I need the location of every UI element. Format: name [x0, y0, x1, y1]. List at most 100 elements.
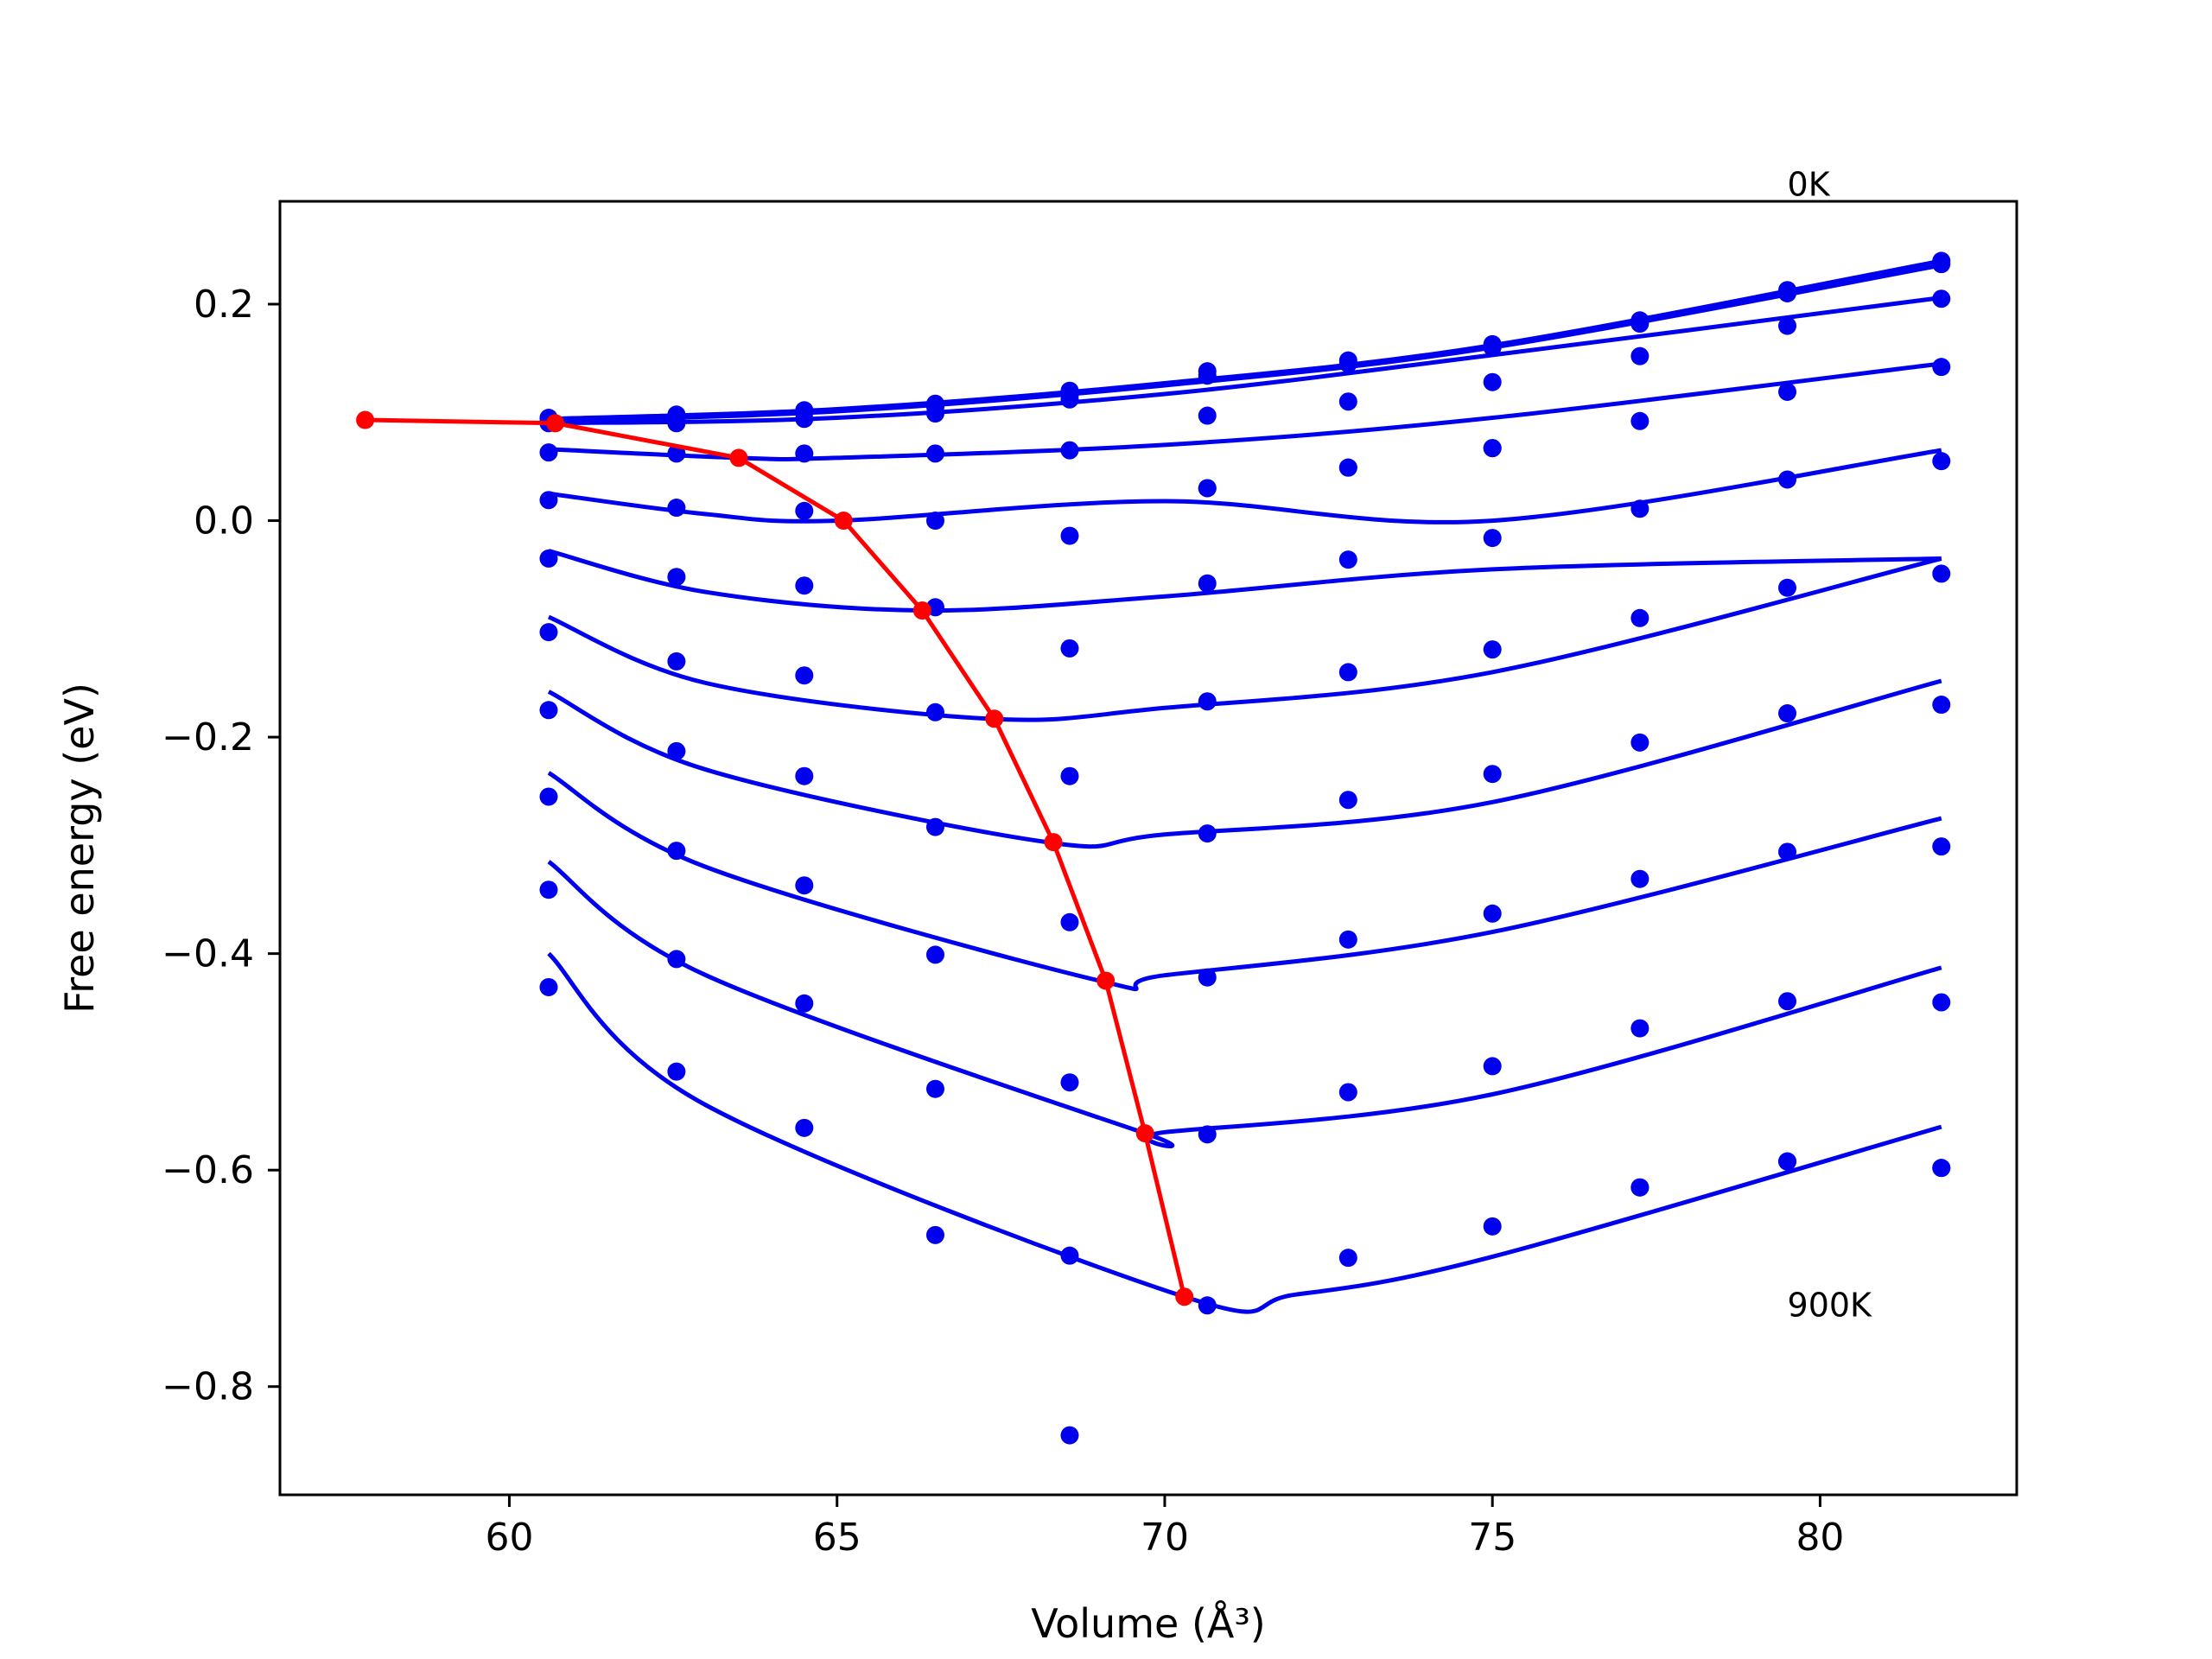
minimum-point	[985, 709, 1004, 728]
fit-curve-10	[547, 951, 1942, 1314]
data-point	[667, 1062, 686, 1081]
minimum-point	[356, 410, 375, 429]
data-point	[1932, 696, 1951, 715]
data-point	[1778, 382, 1797, 401]
y-tick-label: −0.2	[162, 715, 254, 760]
data-point	[1198, 968, 1217, 987]
fit-curve-1	[548, 263, 1942, 423]
data-point	[1338, 550, 1357, 569]
data-point	[1778, 992, 1797, 1011]
x-tick-label: 75	[1468, 1516, 1516, 1560]
data-point	[1483, 640, 1502, 659]
data-point	[1778, 470, 1797, 489]
minimum-point	[729, 448, 748, 467]
data-point	[1778, 283, 1797, 302]
data-point	[539, 880, 558, 899]
data-point	[1060, 766, 1079, 785]
data-point	[1060, 1246, 1079, 1265]
data-point	[539, 491, 558, 510]
data-point	[795, 501, 814, 520]
x-tick-label: 80	[1796, 1516, 1844, 1560]
data-point	[1198, 1296, 1217, 1315]
minimum-point	[1044, 833, 1063, 852]
data-point	[1932, 255, 1951, 274]
data-point	[1778, 578, 1797, 597]
data-point	[1932, 993, 1951, 1012]
y-axis-label: Free energy (eV)	[56, 683, 103, 1014]
data-point	[1338, 1249, 1357, 1268]
data-point	[1338, 663, 1357, 682]
data-point	[925, 404, 944, 423]
minimum-point	[1096, 971, 1116, 990]
minimum-point	[1175, 1287, 1194, 1306]
x-axis-label: Volume (Å³)	[1031, 1600, 1266, 1647]
annotations: 0K 900K	[1788, 166, 1873, 1325]
y-tick-label: −0.4	[162, 932, 254, 976]
temperature-annotation: 900K	[1788, 1286, 1873, 1324]
data-point	[1630, 733, 1649, 752]
y-tick-label: 0.0	[194, 499, 254, 543]
data-point	[1630, 411, 1649, 430]
data-point	[1198, 692, 1217, 711]
data-point	[1932, 452, 1951, 471]
fit-curve-7	[547, 678, 1942, 849]
data-point	[1932, 837, 1951, 856]
data-point	[667, 842, 686, 861]
x-tick-label: 70	[1141, 1516, 1189, 1560]
data-point	[1198, 479, 1217, 498]
data-point	[539, 977, 558, 996]
y-axis-ticks: 0.2 0.0 −0.2 −0.4 −0.6 −0.8	[162, 283, 280, 1409]
minimum-point	[912, 601, 931, 620]
data-point	[1778, 842, 1797, 861]
data-point	[1060, 639, 1079, 658]
data-point	[1630, 499, 1649, 518]
data-point	[1630, 869, 1649, 888]
data-point	[1198, 366, 1217, 385]
data-point	[1060, 390, 1079, 409]
data-point	[1338, 930, 1357, 949]
fit-curves	[547, 258, 1942, 1314]
data-point	[539, 623, 558, 642]
data-point	[1483, 765, 1502, 784]
data-point	[1338, 392, 1357, 411]
data-point	[1338, 354, 1357, 373]
data-point	[1630, 315, 1649, 334]
data-point	[795, 576, 814, 595]
data-point	[1483, 372, 1502, 391]
fit-curve-5	[548, 549, 1942, 613]
data-point	[795, 444, 814, 463]
minimum-energy-curve	[356, 410, 1194, 1306]
data-point	[539, 787, 558, 806]
data-point	[1198, 1125, 1217, 1144]
data-point	[795, 766, 814, 785]
temperature-annotation: 0K	[1788, 166, 1831, 204]
data-point	[925, 1079, 944, 1098]
data-point	[1630, 346, 1649, 365]
data-point	[1198, 406, 1217, 425]
data-point	[1932, 289, 1951, 308]
data-point	[795, 1118, 814, 1137]
data-point	[1060, 441, 1079, 460]
y-tick-label: 0.2	[194, 283, 254, 327]
data-point	[667, 499, 686, 518]
data-point	[1060, 912, 1079, 931]
fit-curve-2	[548, 296, 1942, 426]
data-point	[1483, 1057, 1502, 1076]
data-point	[1630, 608, 1649, 627]
data-point	[667, 414, 686, 433]
x-axis-ticks: 60 65 70 75 80	[485, 1495, 1844, 1560]
y-tick-label: −0.8	[162, 1365, 254, 1409]
data-point	[1932, 1159, 1951, 1178]
data-point	[1483, 338, 1502, 357]
data-point	[1198, 574, 1217, 593]
data-point	[795, 994, 814, 1013]
minimum-point	[546, 414, 565, 433]
fit-curve-8	[547, 771, 1942, 992]
data-point	[925, 702, 944, 721]
data-point	[539, 701, 558, 720]
data-points	[539, 251, 1951, 1445]
data-point	[795, 876, 814, 895]
data-point	[1778, 704, 1797, 723]
data-point	[795, 410, 814, 429]
data-point	[1483, 439, 1502, 458]
